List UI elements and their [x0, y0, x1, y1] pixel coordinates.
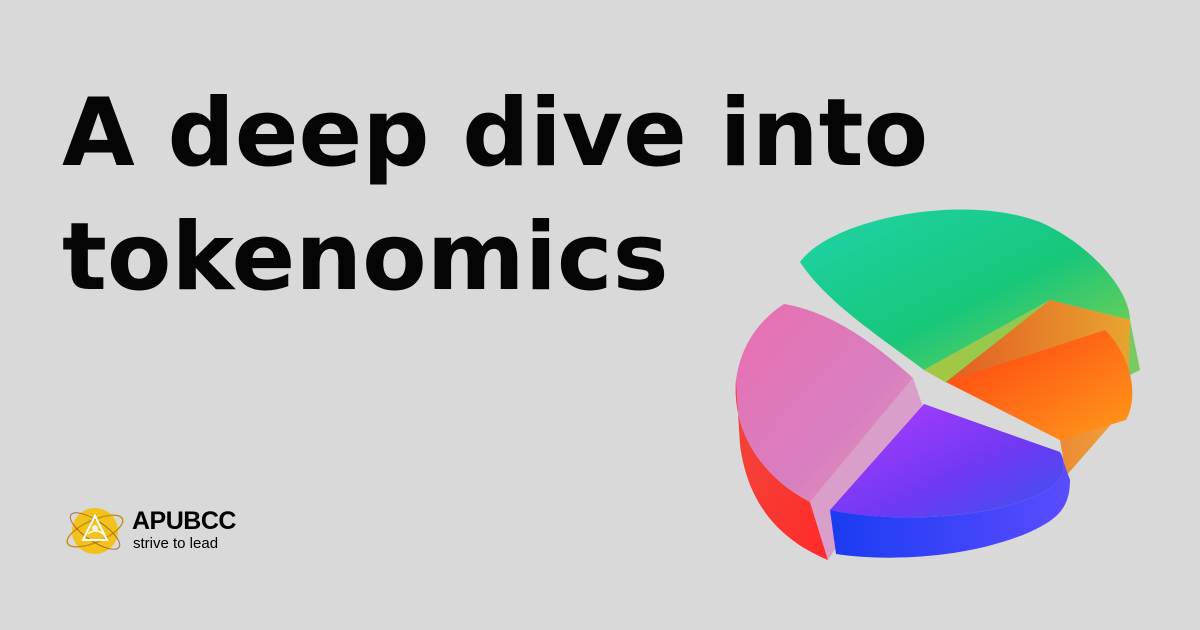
apubcc-logo-icon	[66, 508, 124, 554]
headline-line-1: A deep dive into	[62, 79, 929, 188]
brand-tagline: strive to lead	[133, 535, 219, 552]
brand-name: APUBCC	[132, 507, 236, 535]
headline-line-2: tokenomics	[62, 203, 669, 312]
headline: A deep dive into tokenomics	[62, 72, 929, 320]
3d-pie-chart-icon	[735, 209, 1140, 560]
brand: APUBCC strive to lead	[64, 500, 264, 562]
